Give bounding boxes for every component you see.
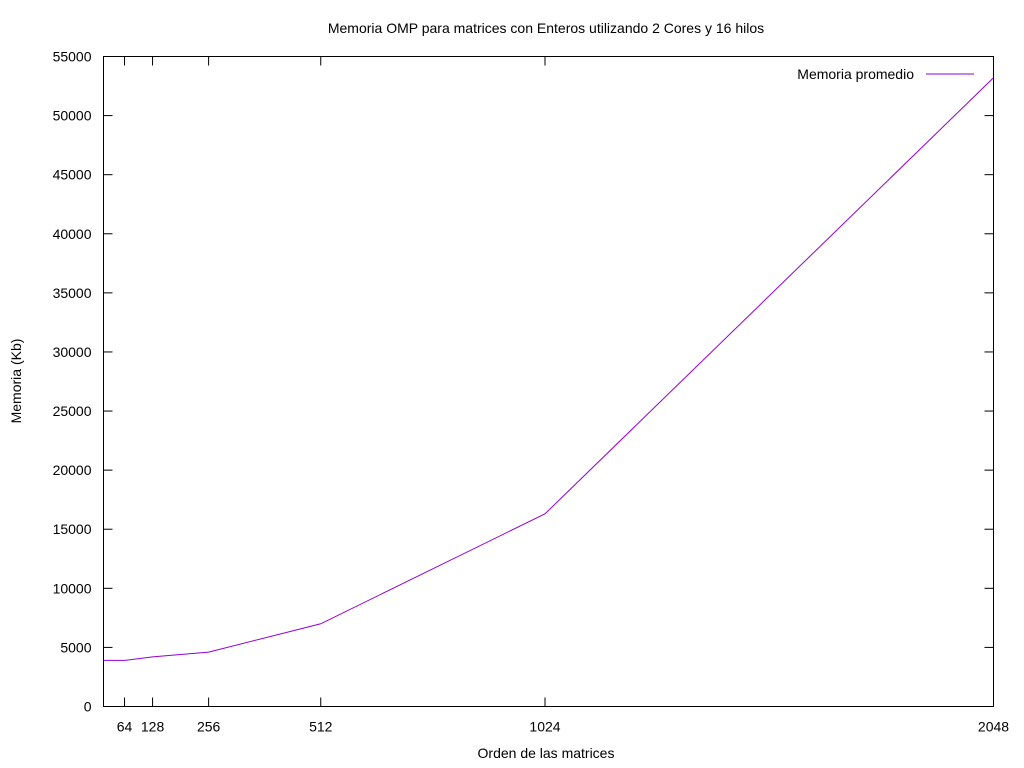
series-layer [103, 77, 994, 661]
plot-frame [103, 56, 994, 707]
x-tick-label: 1024 [529, 719, 560, 735]
y-tick-label: 35000 [53, 285, 92, 301]
y-axis: 0 5000 10000 15000 20000 25000 30000 35000 40000… [53, 49, 994, 715]
y-tick-label: 10000 [53, 580, 92, 596]
legend-label: Memoria promedio [797, 66, 914, 82]
x-tick-label: 256 [197, 719, 221, 735]
series-line [103, 77, 994, 661]
x-axis: 64 128 256 512 1024 2048 [117, 56, 1009, 735]
y-axis-label: Memoria (Kb) [8, 339, 24, 424]
chart-title: Memoria OMP para matrices con Enteros ut… [328, 20, 764, 36]
y-tick-label: 5000 [60, 639, 91, 655]
y-tick-label: 15000 [53, 521, 92, 537]
y-tick-label: 20000 [53, 462, 92, 478]
x-tick-label: 2048 [978, 719, 1009, 735]
x-tick-label: 512 [309, 719, 333, 735]
x-tick-label: 64 [117, 719, 133, 735]
y-tick-label: 50000 [53, 108, 92, 124]
y-tick-label: 0 [84, 699, 92, 715]
y-tick-label: 45000 [53, 167, 92, 183]
y-tick-label: 55000 [53, 49, 92, 65]
legend: Memoria promedio [797, 66, 974, 82]
x-tick-label: 128 [141, 719, 165, 735]
y-tick-label: 25000 [53, 403, 92, 419]
y-tick-label: 40000 [53, 226, 92, 242]
y-tick-label: 30000 [53, 344, 92, 360]
x-axis-label: Orden de las matrices [478, 745, 615, 761]
